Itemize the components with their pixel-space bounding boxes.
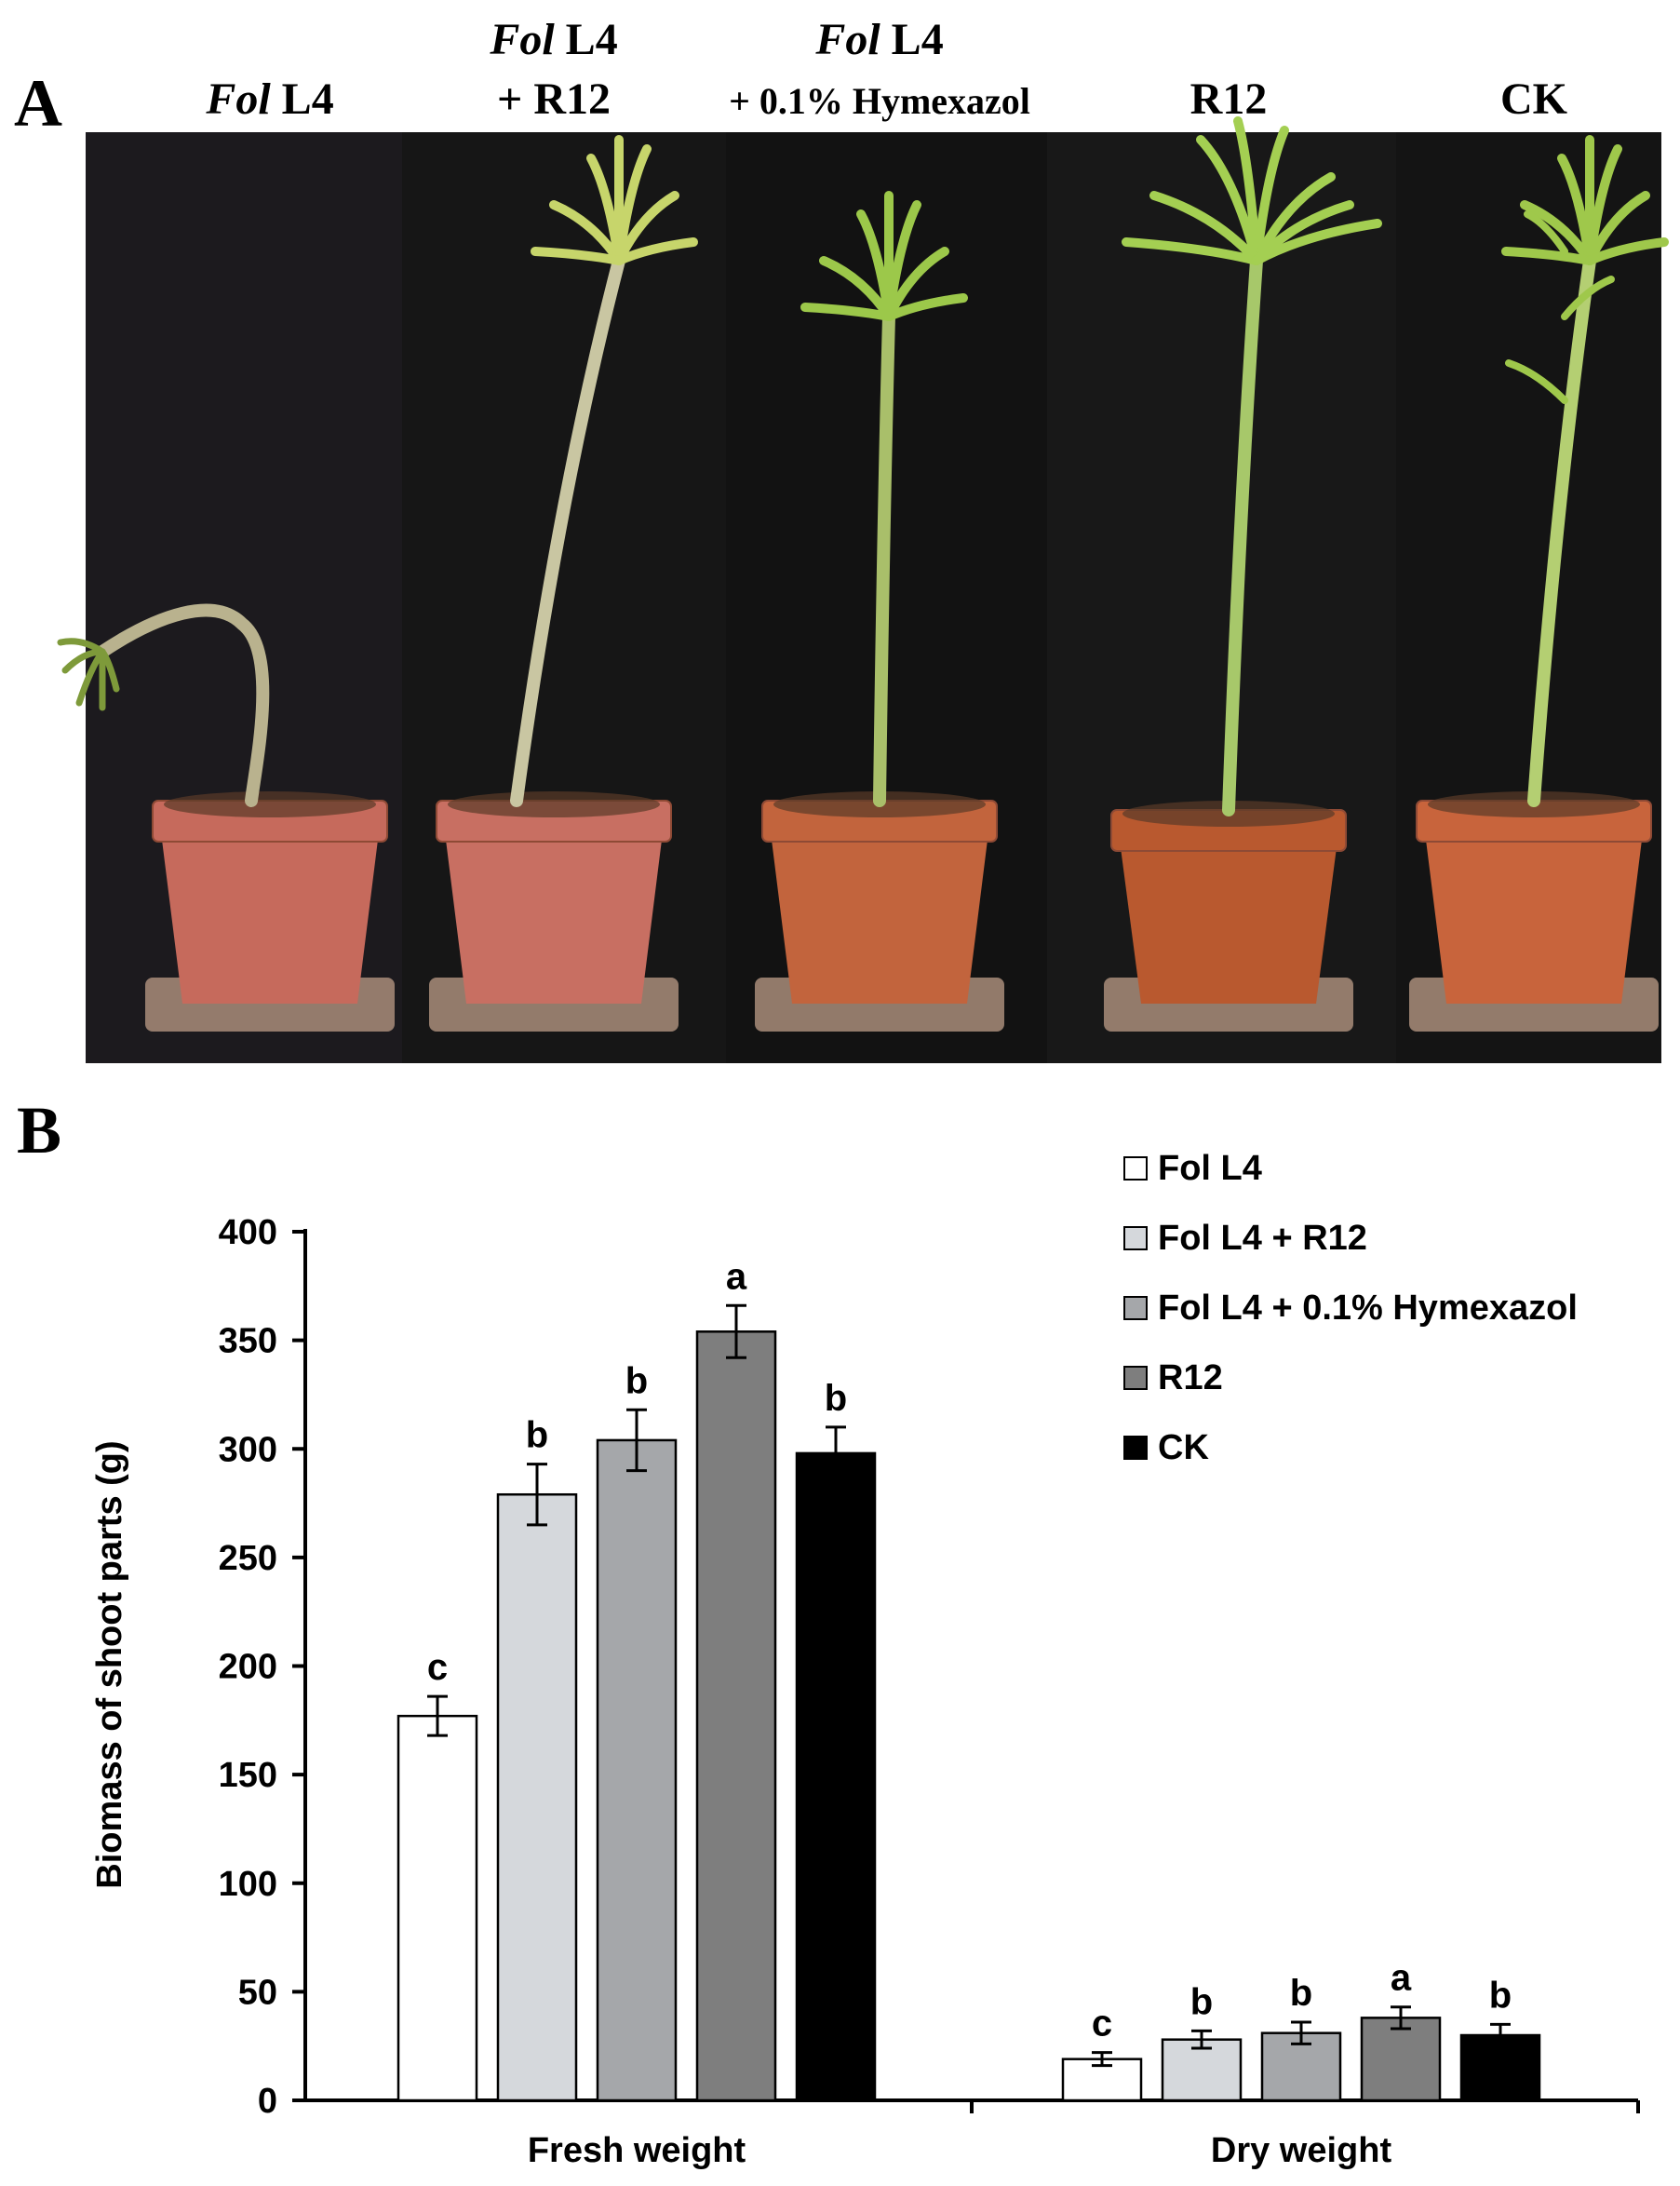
column-header-italic: Fol	[814, 15, 880, 64]
y-axis-label: Biomass of shoot parts (g)	[90, 1440, 129, 1888]
y-tick-label: 50	[238, 1973, 277, 2012]
column-header-4: R12	[1190, 74, 1268, 124]
panel-a-photos	[57, 116, 1669, 1063]
column-header-name: R12	[1190, 74, 1268, 124]
plant-stem	[873, 310, 895, 807]
legend-label-4: R12	[1158, 1358, 1223, 1397]
panel-b-label: B	[17, 1093, 61, 1167]
legend-swatch-5	[1123, 1436, 1148, 1460]
x-category-label: Fresh weight	[528, 2131, 746, 2170]
bar-1-1	[396, 1714, 478, 2102]
y-tick-label: 300	[219, 1430, 277, 1469]
significance-letter: b	[825, 1378, 847, 1419]
significance-letter: b	[1489, 1975, 1512, 2016]
column-header-italic: Fol	[205, 74, 271, 124]
pot-soil	[164, 791, 376, 817]
legend-swatch-3	[1123, 1296, 1148, 1320]
plant-leaf	[884, 247, 949, 321]
column-header-5: CK	[1500, 74, 1567, 124]
pot-body	[768, 810, 991, 1004]
plant-leaf	[614, 237, 698, 265]
plant-leaf	[614, 191, 679, 265]
y-tick-label: 0	[258, 2082, 277, 2121]
plant-photo-3	[726, 132, 1047, 1063]
plant-leaf	[1122, 237, 1261, 265]
column-header-name: CK	[1500, 74, 1567, 124]
legend-swatch-2	[1123, 1226, 1148, 1250]
column-header-name: L4	[271, 74, 334, 124]
x-category-labels: Fresh weight Dry weight	[528, 2131, 1392, 2170]
pot-body	[1117, 819, 1340, 1004]
bar-2-1	[496, 1492, 578, 2102]
y-tick-label: 100	[219, 1865, 277, 1904]
significance-letter: a	[726, 1256, 747, 1297]
column-header-1: Fol L4	[205, 74, 333, 124]
y-tick-label: 250	[219, 1539, 277, 1578]
plant-leaf	[57, 638, 106, 655]
plant-stem	[1527, 254, 1596, 807]
x-category-label: Dry weight	[1211, 2131, 1392, 2170]
column-header-name: L4	[555, 15, 618, 64]
plant-photo-2	[402, 132, 726, 1063]
significance-letter: b	[526, 1415, 548, 1456]
bar-4-1	[695, 1330, 777, 2102]
legend-swatch-4	[1123, 1366, 1148, 1390]
pot-body	[442, 810, 665, 1004]
column-header-italic: Fol	[489, 15, 555, 64]
legend-swatch-1	[1123, 1156, 1148, 1181]
panel-a-label: A	[14, 66, 62, 141]
plant-leaf	[1585, 144, 1622, 265]
pot-soil	[448, 791, 660, 817]
plant-leaf	[1501, 247, 1594, 265]
legend-label-1: Fol L4	[1158, 1149, 1262, 1188]
column-header-2-line2: + R12	[497, 74, 611, 124]
plant-leaf	[884, 200, 921, 321]
plant-leaf	[1524, 210, 1568, 255]
bar-5-1	[795, 1451, 877, 2102]
plant-stem	[510, 254, 625, 807]
plant-photo-5	[1396, 132, 1669, 1063]
legend-label-5: CK	[1158, 1428, 1209, 1467]
significance-letter: b	[625, 1360, 648, 1401]
y-tick-label: 200	[219, 1648, 277, 1687]
plant-photo-4	[1047, 116, 1396, 1063]
y-tick-label: 150	[219, 1756, 277, 1795]
significance-letter: a	[1391, 1958, 1412, 1999]
significance-letter: b	[1190, 1981, 1213, 2022]
plant-leaf	[800, 303, 894, 321]
pot-body	[158, 810, 382, 1004]
pot-body	[1422, 810, 1646, 1004]
bar-4-2	[1360, 2017, 1442, 2102]
legend-label-2: Fol L4 + R12	[1158, 1219, 1367, 1258]
plant-leaf	[1585, 237, 1669, 265]
legend-label-3: Fol L4 + 0.1% Hymexazol	[1158, 1289, 1578, 1328]
plant-leaf	[1585, 191, 1650, 265]
plant-leaf	[1149, 191, 1261, 265]
plant-leaf	[884, 293, 968, 321]
significance-letter: b	[1290, 1973, 1312, 2014]
significance-letter: c	[1092, 2004, 1112, 2044]
legend: Fol L4 Fol L4 + R12 Fol L4 + 0.1% Hymexazo…	[1123, 1149, 1578, 1467]
bar-3-1	[596, 1438, 678, 2102]
column-header-3-line2: + 0.1% Hymexazol	[729, 80, 1030, 122]
y-tick-label: 350	[219, 1322, 277, 1361]
y-ticks: 0 50 100 150 200 250 300 350 400	[219, 1213, 305, 2121]
column-header-3: Fol L4	[814, 15, 943, 64]
plant-leaf	[1252, 200, 1354, 265]
plant-photo-1	[57, 132, 402, 1063]
column-header-2: Fol L4	[489, 15, 617, 64]
column-header-name: L4	[880, 15, 944, 64]
plant-leaf	[531, 247, 624, 265]
plant-stem	[96, 603, 270, 807]
plant-leaf	[614, 144, 652, 265]
plant-leaf	[1252, 126, 1289, 265]
plant-leaf	[1505, 359, 1568, 404]
significance-letter: c	[427, 1647, 448, 1688]
plant-stem	[1222, 254, 1263, 816]
bars: c c b b b b a a b b	[396, 1256, 1541, 2102]
y-tick-label: 400	[219, 1213, 277, 1252]
plant-leaf	[1561, 276, 1615, 320]
